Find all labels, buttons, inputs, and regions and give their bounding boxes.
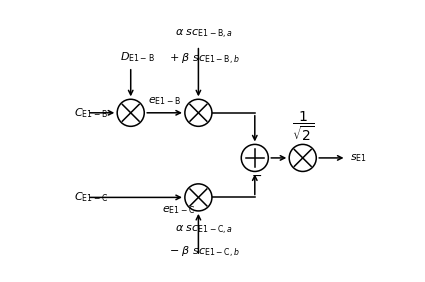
Text: $s_{\mathrm{E1}}$: $s_{\mathrm{E1}}$ bbox=[350, 152, 367, 164]
Text: $\alpha\ sc_{\mathrm{E1-C},a}$: $\alpha\ sc_{\mathrm{E1-C},a}$ bbox=[175, 224, 233, 237]
Text: $-$: $-$ bbox=[251, 169, 262, 182]
Text: $C_{\mathrm{E1-C}}$: $C_{\mathrm{E1-C}}$ bbox=[74, 191, 108, 204]
Text: $+\ \beta\ sc_{\mathrm{E1-B},b}$: $+\ \beta\ sc_{\mathrm{E1-B},b}$ bbox=[169, 52, 239, 67]
Text: $D_{\mathrm{E1-B}}$: $D_{\mathrm{E1-B}}$ bbox=[120, 50, 155, 64]
Text: $\alpha\ sc_{\mathrm{E1-B},a}$: $\alpha\ sc_{\mathrm{E1-B},a}$ bbox=[175, 28, 233, 41]
Text: $e_{\mathrm{E1-B}}$: $e_{\mathrm{E1-B}}$ bbox=[148, 95, 181, 107]
Circle shape bbox=[185, 184, 212, 211]
Circle shape bbox=[241, 144, 268, 171]
Circle shape bbox=[289, 144, 316, 171]
Text: $\dfrac{1}{\sqrt{2}}$: $\dfrac{1}{\sqrt{2}}$ bbox=[292, 110, 314, 143]
Circle shape bbox=[117, 99, 144, 126]
Text: $C_{\mathrm{E1-B}}$: $C_{\mathrm{E1-B}}$ bbox=[74, 106, 108, 120]
Text: $-\ \beta\ sc_{\mathrm{E1-C},b}$: $-\ \beta\ sc_{\mathrm{E1-C},b}$ bbox=[169, 245, 240, 260]
Circle shape bbox=[185, 99, 212, 126]
Text: $e_{\mathrm{E1-C}}$: $e_{\mathrm{E1-C}}$ bbox=[162, 204, 195, 216]
